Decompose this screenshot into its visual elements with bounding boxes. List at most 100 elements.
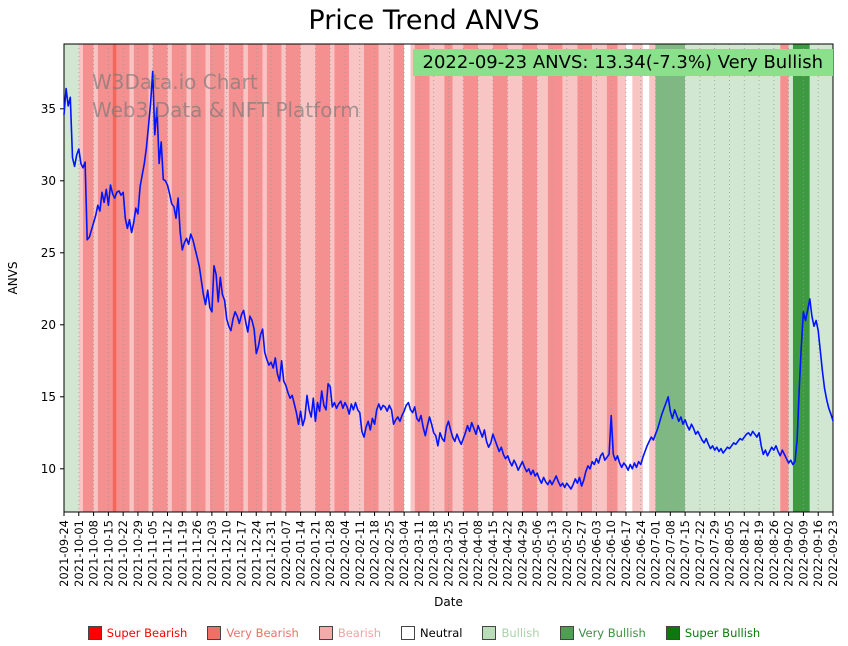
sentiment-band-bearish xyxy=(224,44,229,512)
x-tick-label: 2022-02-11 xyxy=(353,520,367,587)
x-tick-label: 2022-01-14 xyxy=(294,520,308,587)
sentiment-band-very_bearish xyxy=(393,44,405,512)
sentiment-band-very_bearish xyxy=(522,44,538,512)
sentiment-band-bearish xyxy=(592,44,607,512)
sentiment-band-bearish xyxy=(167,44,172,512)
sentiment-band-very_bearish xyxy=(414,44,430,512)
sentiment-band-neutral xyxy=(626,44,633,512)
sentiment-band-very_bearish xyxy=(133,44,149,512)
y-tick-label: 15 xyxy=(41,390,56,404)
sentiment-legend: Super Bearish Very Bearish Bearish Neutral B… xyxy=(0,626,848,640)
sentiment-band-bearish xyxy=(452,44,464,512)
latest-price-annotation: 2022-09-23 ANVS: 13.34(-7.3%) Very Bulli… xyxy=(412,49,833,76)
x-tick-label: 2022-07-22 xyxy=(693,520,707,587)
sentiment-band-very_bearish xyxy=(83,44,94,512)
x-tick-label: 2022-08-19 xyxy=(752,520,766,587)
legend-item-neutral: Neutral xyxy=(401,626,462,640)
sentiment-band-bearish xyxy=(78,44,83,512)
y-tick-label: 20 xyxy=(41,318,56,332)
sentiment-band-bearish xyxy=(93,44,98,512)
x-tick-label: 2021-12-10 xyxy=(220,520,234,587)
x-tick-label: 2022-02-04 xyxy=(338,520,352,587)
legend-label-neutral: Neutral xyxy=(420,626,463,640)
legend-item-super-bullish: Super Bullish xyxy=(665,626,760,640)
price-line xyxy=(63,70,834,490)
legend-swatch-neutral xyxy=(401,626,416,640)
x-tick-label: 2021-10-08 xyxy=(87,520,101,587)
sentiment-band-bullish xyxy=(788,44,793,512)
x-tick-label: 2021-10-29 xyxy=(131,520,145,587)
x-tick-label: 2021-11-05 xyxy=(146,520,160,587)
sentiment-band-very_bearish xyxy=(334,44,350,512)
legend-item-super-bearish: Super Bearish xyxy=(87,626,187,640)
x-tick-label: 2022-03-11 xyxy=(412,520,426,587)
sentiment-band-very_bearish xyxy=(97,44,113,512)
x-tick-label: 2021-09-24 xyxy=(57,520,71,587)
legend-item-bullish: Bullish xyxy=(482,626,540,640)
sentiment-band-very_bearish xyxy=(266,44,282,512)
x-tick-label: 2021-12-17 xyxy=(234,520,248,587)
x-tick-label: 2022-04-08 xyxy=(471,520,485,587)
sentiment-band-bearish xyxy=(537,44,548,512)
sentiment-band-very_bearish xyxy=(116,44,130,512)
legend-label-bearish: Bearish xyxy=(337,626,382,640)
plot-border xyxy=(63,43,834,513)
x-tick-label: 2022-09-09 xyxy=(796,520,810,587)
sentiment-band-bearish xyxy=(243,44,248,512)
y-axis-label: ANVS xyxy=(6,261,20,294)
sentiment-band-very_bearish xyxy=(315,44,331,512)
sentiment-band-bearish xyxy=(205,44,210,512)
sentiment-band-neutral xyxy=(404,44,411,512)
x-tick-label: 2022-03-04 xyxy=(397,520,411,587)
sentiment-band-very_bearish xyxy=(547,44,563,512)
x-tick-label: 2022-09-23 xyxy=(826,520,840,587)
x-tick-label: 2021-12-31 xyxy=(264,520,278,587)
x-tick-label: 2021-10-01 xyxy=(72,520,86,587)
legend-label-very-bearish: Very Bearish xyxy=(226,626,299,640)
legend-item-very-bullish: Very Bullish xyxy=(559,626,646,640)
x-tick-label: 2022-06-24 xyxy=(634,520,648,587)
legend-item-bearish: Bearish xyxy=(318,626,382,640)
sentiment-band-bullish xyxy=(685,44,781,512)
x-tick-label: 2022-04-15 xyxy=(486,520,500,587)
sentiment-band-bearish xyxy=(262,44,267,512)
x-tick-label: 2022-01-07 xyxy=(279,520,293,587)
sentiment-band-bearish xyxy=(281,44,286,512)
sentiment-band-bearish xyxy=(186,44,191,512)
sentiment-band-bearish xyxy=(507,44,523,512)
sentiment-band-bearish xyxy=(478,44,493,512)
sentiment-band-very_bearish xyxy=(247,44,263,512)
x-tick-label: 2022-03-25 xyxy=(442,520,456,587)
x-tick-label: 2022-06-17 xyxy=(619,520,633,587)
x-axis-label: Date xyxy=(434,595,463,609)
x-tick-label: 2022-09-16 xyxy=(811,520,825,587)
x-tick-label: 2022-06-10 xyxy=(604,520,618,587)
y-tick-label: 10 xyxy=(41,462,56,476)
x-tick-label: 2022-04-22 xyxy=(501,520,515,587)
sentiment-band-bullish xyxy=(809,44,833,512)
legend-label-bullish: Bullish xyxy=(501,626,540,640)
x-tick-label: 2022-01-21 xyxy=(308,520,322,587)
legend-swatch-super-bullish xyxy=(665,626,680,640)
sentiment-band-very_bearish xyxy=(190,44,206,512)
sentiment-band-bearish xyxy=(378,44,394,512)
y-tick-label: 35 xyxy=(41,102,56,116)
sentiment-band-bearish xyxy=(429,44,445,512)
x-tick-label: 2022-05-13 xyxy=(545,520,559,587)
x-tick-label: 2022-03-18 xyxy=(427,520,441,587)
x-tick-label: 2021-11-12 xyxy=(161,520,175,587)
x-tick-label: 2022-04-29 xyxy=(515,520,529,587)
sentiment-band-very_bearish xyxy=(444,44,453,512)
x-tick-label: 2022-01-28 xyxy=(323,520,337,587)
sentiment-band-bearish xyxy=(300,44,316,512)
x-tick-label: 2022-05-20 xyxy=(560,520,574,587)
legend-swatch-super-bearish xyxy=(87,626,102,640)
x-tick-label: 2022-06-03 xyxy=(589,520,603,587)
x-tick-label: 2021-10-22 xyxy=(116,520,130,587)
sentiment-band-bearish xyxy=(617,44,626,512)
sentiment-band-bearish xyxy=(330,44,335,512)
legend-label-very-bullish: Very Bullish xyxy=(578,626,646,640)
sentiment-band-very_bearish xyxy=(171,44,187,512)
